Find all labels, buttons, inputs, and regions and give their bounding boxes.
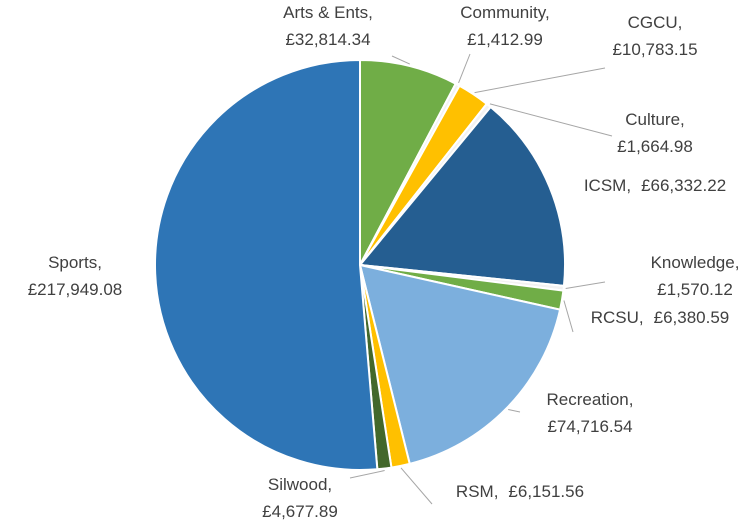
label-value: £1,570.12 [657, 280, 733, 299]
label-value: £6,151.56 [508, 482, 584, 501]
label-name: Community, [460, 3, 549, 22]
leader-line [458, 53, 471, 84]
pie-slice [154, 58, 379, 471]
data-label: Silwood, £4,677.89 [262, 475, 338, 521]
label-value: £1,664.98 [617, 137, 693, 156]
data-label: Culture, £1,664.98 [617, 110, 693, 156]
label-value: £32,814.34 [285, 30, 370, 49]
leader-line [489, 103, 613, 137]
pie-slice [358, 263, 562, 466]
data-label: RCSU, £6,380.59 [591, 308, 730, 327]
data-label: CGCU, £10,783.15 [612, 13, 697, 59]
label-value: £6,380.59 [654, 308, 730, 327]
label-name: CGCU, [628, 13, 683, 32]
leader-line [565, 281, 606, 289]
label-name: RCSU, [591, 308, 644, 327]
leader-line [563, 300, 574, 333]
label-name: Knowledge, [651, 253, 740, 272]
label-value: £10,783.15 [612, 40, 697, 59]
label-value: £74,716.54 [547, 417, 632, 436]
label-name: Arts & Ents, [283, 3, 373, 22]
data-label: Recreation, £74,716.54 [547, 390, 634, 436]
pie-slice [359, 58, 458, 266]
label-name: ICSM, [584, 176, 631, 195]
label-name: Recreation, [547, 390, 634, 409]
leader-line [400, 467, 433, 505]
data-label: ICSM, £66,332.22 [584, 176, 726, 195]
label-name: Culture, [625, 110, 685, 129]
pie-slice [358, 105, 566, 287]
data-label: Sports, £217,949.08 [28, 253, 123, 299]
data-label: RSM, £6,151.56 [456, 482, 584, 501]
leader-line [508, 409, 521, 413]
data-label: Community, £1,412.99 [460, 3, 549, 49]
leader-line [474, 67, 606, 94]
leader-line [391, 55, 410, 65]
leader-line [349, 470, 385, 479]
label-name: RSM, [456, 482, 499, 501]
label-value: £4,677.89 [262, 502, 338, 521]
label-value: £1,412.99 [467, 30, 543, 49]
data-label: Arts & Ents, £32,814.34 [283, 3, 373, 49]
label-value: £66,332.22 [641, 176, 726, 195]
label-value: £217,949.08 [28, 280, 123, 299]
label-name: Silwood, [268, 475, 332, 494]
data-label: Knowledge, £1,570.12 [651, 253, 740, 299]
label-name: Sports, [48, 253, 102, 272]
